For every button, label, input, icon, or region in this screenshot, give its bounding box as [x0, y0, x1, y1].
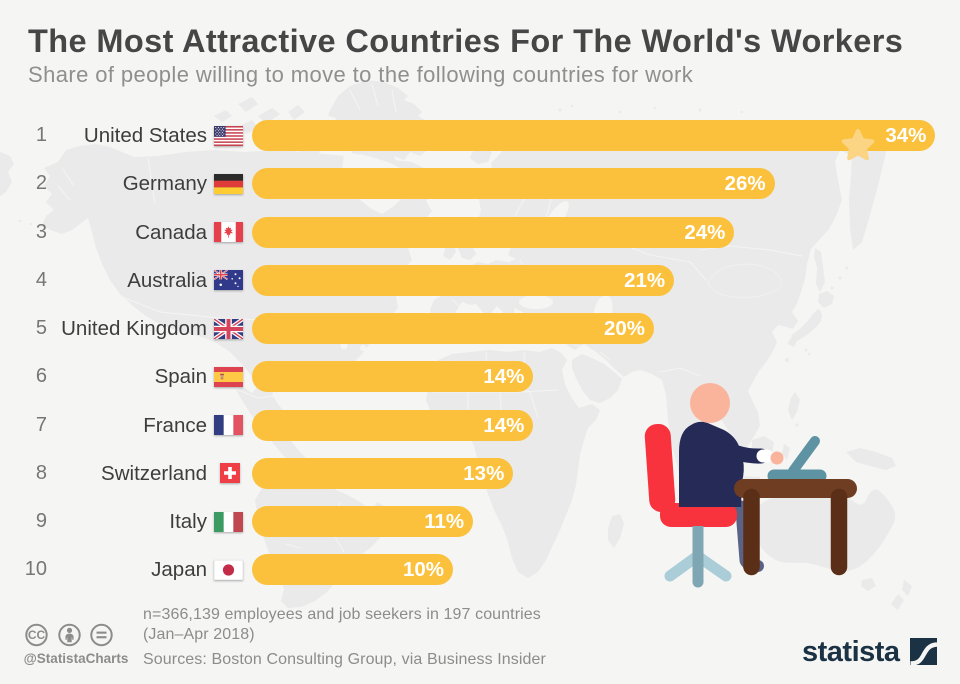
chart-subtitle: Share of people willing to move to the f…	[28, 62, 694, 87]
country-label: Japan	[151, 558, 207, 582]
rank-label: 8	[35, 461, 47, 484]
value-label: 24%	[684, 220, 726, 244]
country-label: United States	[83, 124, 207, 147]
sample-note-line1: n=366,139 employees and job seekers in 1…	[143, 606, 541, 623]
license-icon-rings	[25, 623, 113, 647]
rank-label: 10	[24, 558, 47, 581]
country-label: Spain	[154, 365, 207, 389]
value-label: 26%	[724, 172, 766, 196]
sources-note: Sources: Boston Consulting Group, via Bu…	[143, 651, 546, 668]
country-label: Canada	[135, 220, 207, 244]
rank-label: 3	[35, 220, 47, 243]
cc-icon	[25, 623, 48, 647]
value-bar: 14%	[252, 361, 534, 393]
chart-header: The Most Attractive Countries For The Wo…	[28, 23, 903, 88]
value-label: 10%	[402, 558, 444, 582]
value-label: 14%	[483, 413, 525, 437]
country-label: United Kingdom	[61, 317, 207, 341]
chart-row: 1 United States 34%	[0, 120, 960, 151]
chart-row: 2 Germany 26%	[0, 168, 960, 200]
chart-row: 5 United Kingdom 20%	[0, 313, 960, 345]
rank-label: 6	[35, 365, 47, 388]
chart-row: 9 Italy 11%	[0, 506, 960, 538]
value-bar: 13%	[252, 457, 514, 489]
chart-row: 4 Australia 21%	[0, 264, 960, 296]
sample-note-line2: (Jan–Apr 2018)	[143, 625, 255, 643]
rank-label: 9	[35, 510, 47, 533]
value-bar: 10%	[252, 554, 453, 586]
value-bar: 26%	[252, 168, 775, 200]
attribution-person-icon	[58, 623, 81, 647]
statista-logo-mark	[910, 638, 938, 666]
rank-label: 5	[35, 317, 47, 340]
svg-text:CC: CC	[28, 628, 46, 642]
rank-label: 7	[35, 413, 47, 436]
value-label: 11%	[424, 510, 465, 534]
value-bar: 11%	[252, 506, 474, 538]
value-bar: 20%	[252, 313, 654, 345]
creative-commons-license-icons[interactable]: CC	[25, 623, 125, 647]
sample-note: n=366,139 employees and job seekers in 1…	[143, 605, 541, 644]
value-label: 20%	[603, 317, 645, 341]
country-label: Australia	[127, 268, 207, 292]
value-bar: 14%	[252, 409, 534, 441]
country-label: France	[143, 413, 207, 437]
chart-row: 6 Spain 14%	[0, 361, 960, 393]
equals-icon	[90, 623, 113, 647]
chart-title: The Most Attractive Countries For The Wo…	[28, 23, 904, 59]
rank-label: 4	[35, 268, 47, 291]
chart-row: 3 Canada 24%	[0, 216, 960, 248]
chart-row: 7 France 14%	[0, 409, 960, 441]
country-label: Italy	[169, 510, 207, 534]
value-label: 21%	[624, 268, 666, 292]
rank-label: 1	[35, 124, 47, 146]
statista-logo[interactable]: statista	[802, 636, 938, 668]
value-bar: 21%	[252, 264, 675, 296]
statista-logotype: statista	[802, 636, 900, 668]
chart-row: 10 Japan 10%	[0, 554, 960, 586]
value-label: 13%	[463, 461, 505, 485]
country-label: Germany	[122, 172, 207, 196]
credit-handle[interactable]: @StatistaCharts	[23, 651, 129, 666]
value-bar: 24%	[252, 216, 735, 248]
value-label: 14%	[483, 365, 525, 389]
country-label: Switzerland	[101, 461, 207, 485]
rank-label: 2	[35, 172, 47, 195]
chart-row: 8 Switzerland 13%	[0, 457, 960, 489]
value-label: 34%	[885, 124, 927, 147]
value-bar: 34%	[252, 120, 936, 151]
